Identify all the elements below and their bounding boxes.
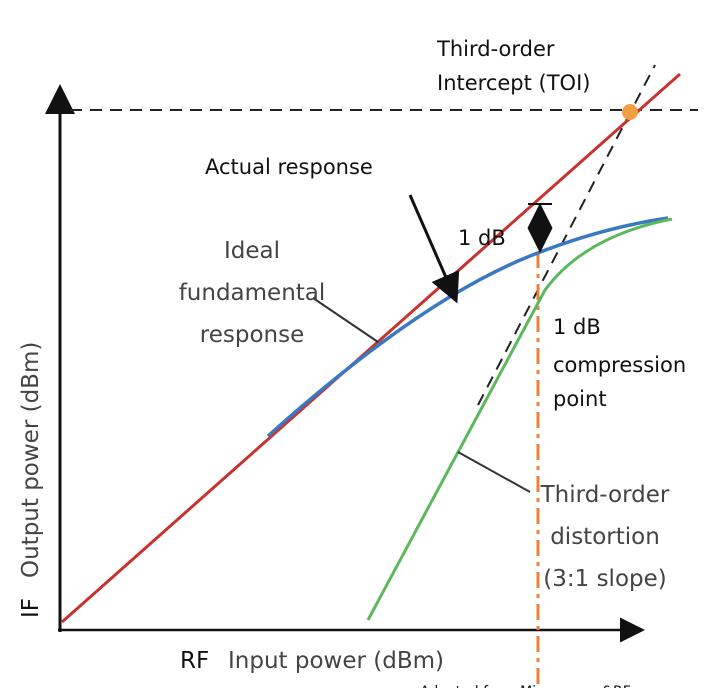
db-label: 1 dB (458, 226, 506, 250)
distortion-label: distortion (550, 524, 660, 550)
actual-label: Actual response (205, 155, 373, 179)
toi-label: Third-order (436, 37, 555, 61)
distortion-leader (457, 451, 531, 493)
x-axis-label: Input power (dBm) (228, 648, 444, 674)
ideal-label: response (200, 322, 304, 348)
distortion-curve (366, 217, 673, 621)
distortion-label: (3:1 slope) (543, 566, 666, 592)
credit: Adapted from Microwaves&RF (420, 684, 631, 688)
ideal-line (61, 72, 681, 624)
ideal-label: fundamental (179, 280, 326, 306)
y-axis-prefix: IF (18, 598, 44, 618)
toi-point (622, 104, 638, 120)
y-axis-label: Output power (dBm) (18, 342, 44, 578)
ideal-leader (312, 297, 379, 343)
compression-label: 1 dB (553, 315, 601, 339)
toi-label: Intercept (TOI) (437, 71, 590, 95)
x-axis-prefix: RF (180, 648, 209, 674)
actual-curve (266, 216, 669, 438)
actual-pointer (408, 194, 460, 304)
ideal-label: Ideal (224, 238, 280, 264)
compression-label: point (553, 387, 607, 411)
distortion-label: Third-order (540, 482, 670, 508)
distortion-extrapolation (477, 64, 656, 406)
compression-label: compression (553, 353, 686, 377)
